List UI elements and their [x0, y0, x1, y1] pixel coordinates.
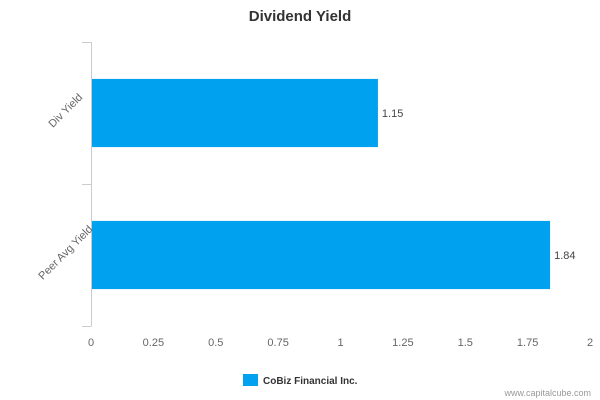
x-tick-label: 0.25 [143, 337, 164, 349]
bars-layer [92, 78, 551, 290]
x-tick-label: 2 [587, 337, 593, 349]
category-label: Div Yield [47, 92, 86, 131]
legend: CoBiz Financial Inc. [243, 374, 358, 387]
category-label: Peer Avg Yield [36, 223, 95, 282]
x-tick-label: 1.5 [458, 337, 473, 349]
axis-layer [82, 42, 92, 327]
x-tick-label: 1 [337, 337, 343, 349]
x-tick-label: 1.25 [392, 337, 413, 349]
x-tick-label: 1.75 [517, 337, 538, 349]
bar-div-yield [92, 78, 378, 148]
legend-swatch [243, 374, 258, 386]
legend-label: CoBiz Financial Inc. [263, 376, 358, 387]
x-tick-labels: 0 0.25 0.5 0.75 1 1.25 1.5 1.75 2 [88, 337, 593, 349]
data-label: 1.15 [382, 108, 403, 120]
bar-peer-avg-yield [92, 220, 551, 290]
chart-title: Dividend Yield [249, 8, 352, 25]
x-tick-label: 0.75 [267, 337, 288, 349]
data-label: 1.84 [554, 250, 575, 262]
credit-text: www.capitalcube.com [503, 388, 591, 398]
x-tick-label: 0.5 [208, 337, 223, 349]
x-tick-label: 0 [88, 337, 94, 349]
